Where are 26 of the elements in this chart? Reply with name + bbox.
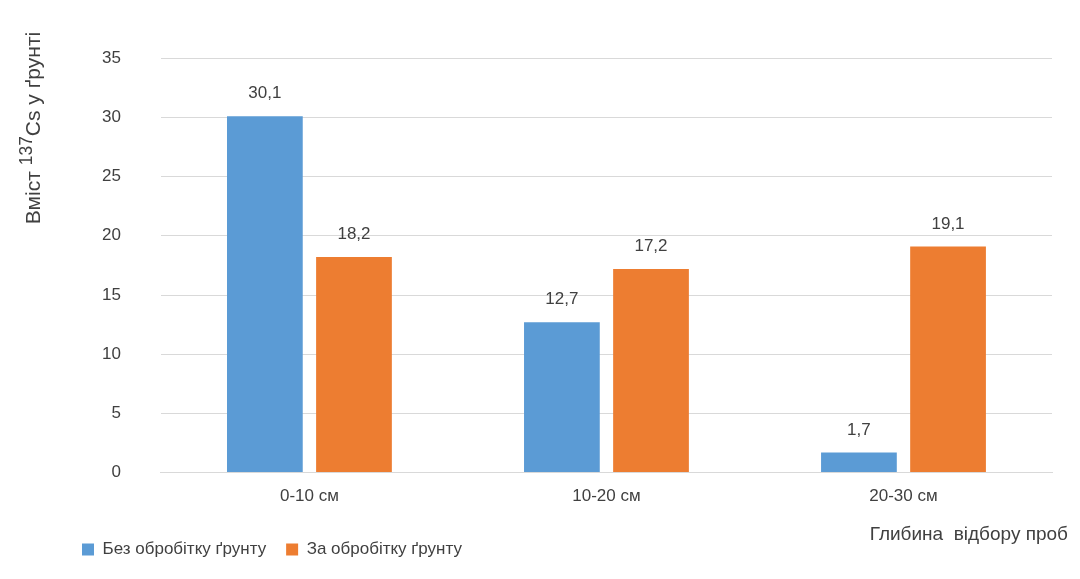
y-tick-label: 10	[101, 343, 121, 363]
x-axis-title: Глибина відбору проб	[869, 523, 1068, 545]
x-tick-label: 20-30 см	[869, 486, 938, 506]
legend-label: Без обробітку ґрунту	[102, 539, 267, 559]
data-label: 1,7	[847, 419, 871, 439]
bar	[227, 116, 303, 473]
data-label: 17,2	[634, 236, 668, 256]
y-tick-label: 20	[101, 225, 121, 245]
data-label: 30,1	[248, 83, 282, 103]
y-tick-label: 0	[111, 462, 121, 482]
legend-label: За обробітку ґрунту	[306, 539, 463, 559]
y-tick-label: 35	[101, 47, 121, 67]
x-tick-label: 10-20 см	[572, 486, 641, 506]
x-tick-label: 0-10 см	[279, 486, 339, 506]
bar	[910, 246, 986, 473]
y-tick-label: 15	[101, 284, 121, 304]
y-tick-label: 30	[101, 107, 121, 127]
data-label: 18,2	[337, 224, 371, 244]
bar	[524, 322, 600, 473]
data-label: 12,7	[545, 289, 579, 309]
bar	[821, 452, 897, 473]
bar	[316, 257, 392, 473]
y-tick-label: 25	[101, 166, 121, 186]
y-tick-label: 5	[111, 403, 121, 423]
bar	[613, 268, 689, 473]
data-label: 19,1	[931, 213, 965, 233]
